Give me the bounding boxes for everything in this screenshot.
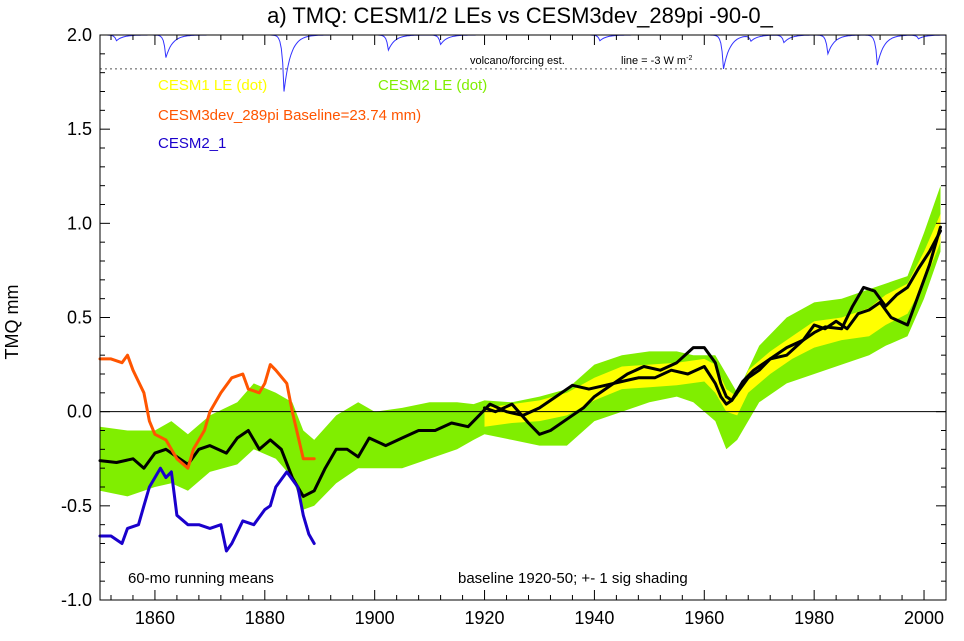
x-tick-label-2000: 2000: [904, 608, 944, 628]
y-tick-label-0: -1.0: [61, 590, 92, 610]
volcano-line-label: line = -3 W m-2: [621, 55, 692, 67]
plot-area: [98, 34, 946, 553]
volcano-line-superscript: -2: [686, 55, 692, 62]
axes: 1860 1880 1900 1920 1940 1960 1980 2000 -1.0 -0.5…: [61, 25, 947, 628]
x-tick-label-1920: 1920: [465, 608, 505, 628]
y-tick-label-1: -0.5: [61, 496, 92, 516]
line-cesm3dev-289pi: [98, 353, 316, 470]
y-tick-label-5: 1.5: [67, 119, 92, 139]
y-axis-label: TMQ mm: [2, 285, 22, 360]
y-tick-label-6: 2.0: [67, 25, 92, 45]
chart-title: a) TMQ: CESM1/2 LEs vs CESM3dev_289pi -9…: [267, 3, 774, 28]
baseline-note: baseline 1920-50; +- 1 sig shading: [458, 570, 688, 587]
y-tick-label-4: 1.0: [67, 213, 92, 233]
legend-cesm2: CESM2 LE (dot): [378, 77, 487, 94]
band-cesm2-le-dot: [100, 185, 941, 510]
y-tick-label-3: 0.5: [67, 308, 92, 328]
x-tick-label-1940: 1940: [574, 608, 614, 628]
legend-cesm3: CESM3dev_289pi Baseline=23.74 mm): [158, 107, 421, 124]
line-cesm2-le-mean: [98, 229, 942, 498]
volcano-label: volcano/forcing est.: [470, 55, 565, 67]
running-mean-note: 60-mo running means: [128, 570, 274, 587]
line-cesm1-le-mean: [483, 225, 942, 436]
x-tick-label-1900: 1900: [355, 608, 395, 628]
legend-cesm1: CESM1 LE (dot): [158, 77, 267, 94]
x-tick-label-1960: 1960: [684, 608, 724, 628]
x-tick-label-1880: 1880: [245, 608, 285, 628]
line-cesm2-1: [98, 466, 316, 553]
y-tick-label-2: 0.0: [67, 402, 92, 422]
volcano-line-text: line = -3 W m: [621, 55, 686, 67]
legend-cesm2-1: CESM2_1: [158, 135, 226, 152]
x-tick-label-1980: 1980: [794, 608, 834, 628]
x-tick-label-1860: 1860: [135, 608, 175, 628]
band-cesm1-le-dot: [484, 213, 941, 427]
